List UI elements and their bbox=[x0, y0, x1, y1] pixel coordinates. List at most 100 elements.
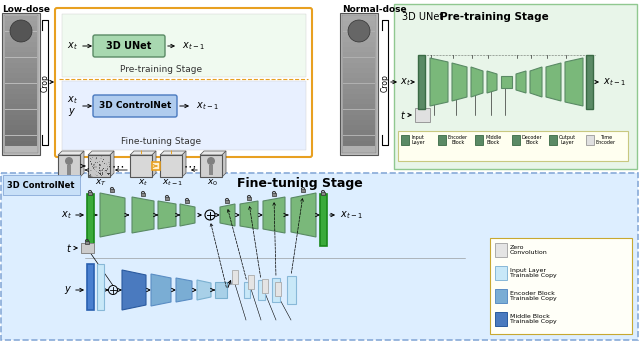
Bar bbox=[94, 169, 95, 170]
Bar bbox=[2, 13, 40, 155]
Bar bbox=[343, 125, 375, 130]
Text: Input
Layer: Input Layer bbox=[411, 134, 425, 145]
Bar bbox=[85, 241, 89, 244]
Polygon shape bbox=[565, 58, 583, 106]
Bar bbox=[58, 155, 80, 177]
Bar bbox=[5, 26, 37, 32]
Text: $t$: $t$ bbox=[400, 109, 406, 121]
Polygon shape bbox=[471, 67, 483, 97]
Bar bbox=[95, 166, 97, 168]
Text: Middle
Block: Middle Block bbox=[485, 134, 501, 145]
Text: $x_{t-1}$: $x_{t-1}$ bbox=[603, 76, 626, 88]
Text: Zero
Convolution: Zero Convolution bbox=[510, 245, 548, 256]
Bar bbox=[95, 157, 97, 158]
Bar bbox=[5, 68, 37, 73]
Bar bbox=[5, 135, 37, 141]
Bar bbox=[95, 167, 96, 168]
FancyBboxPatch shape bbox=[61, 81, 305, 150]
Bar bbox=[99, 170, 100, 171]
FancyBboxPatch shape bbox=[1, 173, 638, 340]
Text: Pre-training Stage: Pre-training Stage bbox=[120, 66, 202, 74]
Bar bbox=[152, 162, 160, 170]
Bar bbox=[102, 174, 103, 175]
Bar bbox=[99, 161, 100, 162]
Bar bbox=[586, 135, 594, 145]
Polygon shape bbox=[160, 151, 186, 155]
Bar bbox=[200, 155, 222, 177]
Bar bbox=[103, 159, 104, 160]
Polygon shape bbox=[291, 193, 316, 237]
Text: $x_t$: $x_t$ bbox=[67, 94, 77, 106]
Bar bbox=[90, 161, 92, 162]
Polygon shape bbox=[197, 280, 211, 300]
Bar bbox=[343, 26, 375, 32]
Bar bbox=[109, 166, 110, 167]
Polygon shape bbox=[130, 151, 156, 155]
Bar bbox=[96, 158, 97, 159]
Bar bbox=[95, 159, 97, 160]
Bar bbox=[343, 16, 375, 21]
Text: Output
Layer: Output Layer bbox=[559, 134, 576, 145]
Bar bbox=[343, 63, 375, 68]
Text: 3D UNet: 3D UNet bbox=[106, 41, 152, 51]
Polygon shape bbox=[80, 151, 84, 177]
Text: 3D ControlNet: 3D ControlNet bbox=[99, 102, 171, 110]
Bar bbox=[98, 172, 99, 173]
Bar bbox=[549, 135, 557, 145]
Bar bbox=[5, 58, 37, 63]
Bar bbox=[244, 282, 250, 298]
Polygon shape bbox=[158, 201, 176, 229]
Text: 3D UNet: 3D UNet bbox=[402, 12, 444, 22]
Bar bbox=[5, 84, 37, 88]
Polygon shape bbox=[516, 71, 526, 93]
Bar bbox=[5, 63, 37, 68]
Bar bbox=[93, 157, 95, 159]
Text: $x_t$: $x_t$ bbox=[400, 76, 411, 88]
Bar bbox=[5, 115, 37, 120]
Bar bbox=[343, 52, 375, 57]
Text: $y$: $y$ bbox=[64, 284, 72, 296]
Text: Crop: Crop bbox=[381, 74, 390, 92]
Text: $x_T$: $x_T$ bbox=[95, 178, 107, 188]
Bar bbox=[91, 159, 92, 161]
Bar bbox=[130, 155, 152, 177]
Text: $x_{t-1}$: $x_{t-1}$ bbox=[182, 40, 204, 52]
Text: $x_0$: $x_0$ bbox=[207, 178, 219, 188]
Text: $x_{t-1}$: $x_{t-1}$ bbox=[340, 209, 363, 221]
Polygon shape bbox=[110, 151, 114, 177]
Bar bbox=[95, 162, 96, 163]
Bar bbox=[106, 164, 108, 165]
Text: $x_t$: $x_t$ bbox=[138, 178, 148, 188]
Bar bbox=[512, 135, 520, 145]
Bar bbox=[92, 176, 93, 177]
Polygon shape bbox=[151, 274, 171, 306]
Bar bbox=[5, 104, 37, 109]
Bar bbox=[100, 158, 102, 159]
Bar bbox=[5, 47, 37, 52]
Polygon shape bbox=[240, 201, 258, 229]
Bar bbox=[342, 15, 376, 153]
Bar bbox=[99, 167, 100, 169]
Bar bbox=[5, 125, 37, 130]
Polygon shape bbox=[263, 197, 285, 233]
FancyBboxPatch shape bbox=[394, 4, 637, 169]
Bar bbox=[5, 37, 37, 42]
Text: Normal-dose: Normal-dose bbox=[342, 5, 406, 14]
Bar bbox=[90, 176, 92, 177]
Bar bbox=[99, 164, 100, 165]
Bar bbox=[102, 161, 103, 162]
Bar bbox=[99, 165, 100, 166]
Bar bbox=[97, 264, 104, 310]
Bar bbox=[343, 99, 375, 104]
Bar bbox=[490, 238, 632, 334]
Text: $x_t$: $x_t$ bbox=[61, 209, 72, 221]
Polygon shape bbox=[546, 63, 561, 101]
Bar bbox=[101, 156, 102, 157]
Text: Fine-tuning Stage: Fine-tuning Stage bbox=[121, 138, 201, 146]
Bar bbox=[110, 189, 114, 192]
Bar bbox=[95, 174, 96, 175]
Bar bbox=[495, 289, 507, 303]
Polygon shape bbox=[222, 151, 226, 177]
Bar bbox=[102, 168, 104, 169]
Bar bbox=[101, 175, 102, 176]
